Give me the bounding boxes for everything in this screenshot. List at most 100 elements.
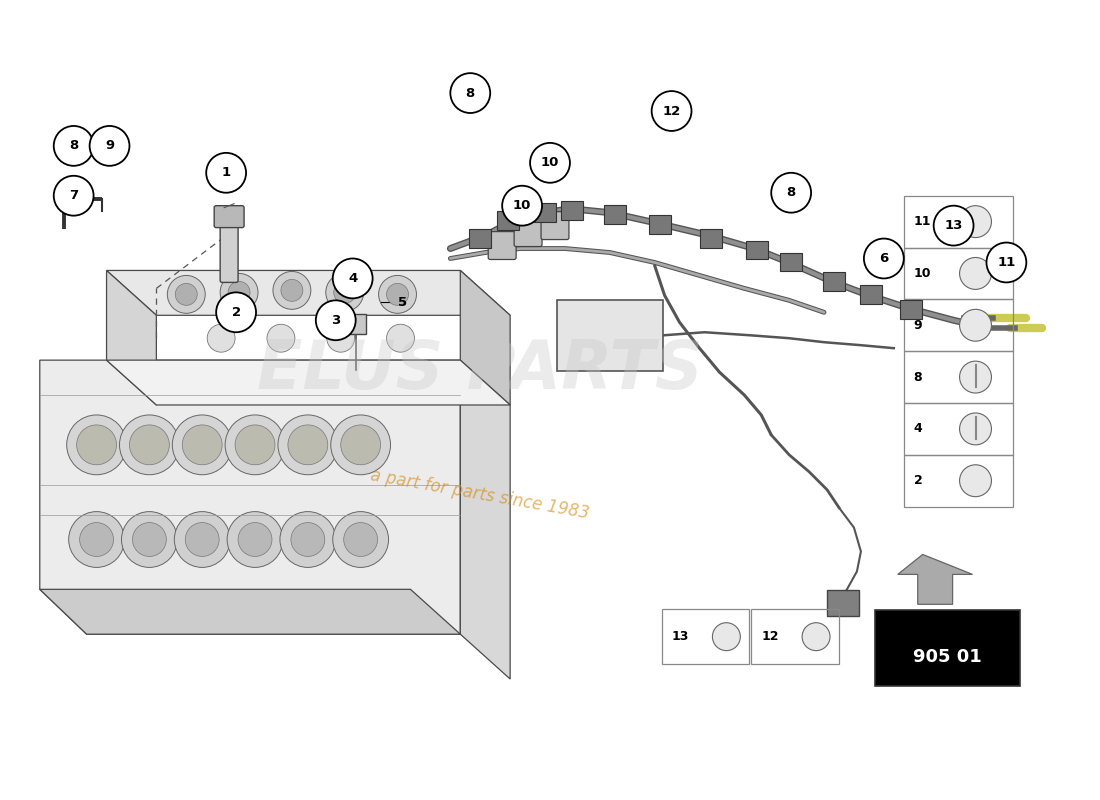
Circle shape (54, 126, 94, 166)
Bar (904, 247, 1013, 299)
Text: 9: 9 (104, 139, 114, 152)
Circle shape (386, 324, 415, 352)
Circle shape (386, 283, 408, 306)
Circle shape (341, 425, 381, 465)
Circle shape (207, 324, 235, 352)
Text: 8: 8 (786, 186, 795, 199)
FancyBboxPatch shape (214, 206, 244, 228)
Circle shape (183, 425, 222, 465)
Bar (904, 351, 1013, 403)
Circle shape (267, 324, 295, 352)
Circle shape (959, 310, 991, 342)
Text: 10: 10 (541, 156, 559, 170)
Circle shape (934, 206, 974, 246)
Bar (904, 299, 1013, 351)
Circle shape (175, 283, 197, 306)
Text: 12: 12 (662, 105, 681, 118)
Text: 13: 13 (672, 630, 689, 643)
Text: 10: 10 (513, 199, 531, 212)
Text: 9: 9 (914, 318, 923, 332)
Text: 4: 4 (914, 422, 923, 435)
Text: 8: 8 (465, 86, 475, 99)
Circle shape (280, 279, 302, 302)
Polygon shape (107, 270, 156, 405)
Polygon shape (460, 360, 510, 679)
Circle shape (167, 275, 206, 314)
Circle shape (121, 512, 177, 567)
Circle shape (651, 91, 692, 131)
Text: 12: 12 (761, 630, 779, 643)
FancyBboxPatch shape (488, 231, 516, 259)
FancyBboxPatch shape (535, 202, 556, 222)
FancyBboxPatch shape (746, 241, 768, 259)
Circle shape (333, 282, 355, 303)
FancyBboxPatch shape (541, 212, 569, 239)
FancyBboxPatch shape (561, 201, 583, 220)
Text: 1: 1 (221, 166, 231, 179)
Text: 905 01: 905 01 (913, 648, 982, 666)
Circle shape (450, 73, 491, 113)
FancyBboxPatch shape (827, 590, 859, 616)
Circle shape (326, 274, 364, 311)
Text: 6: 6 (879, 252, 889, 265)
Circle shape (273, 271, 311, 310)
Circle shape (206, 153, 246, 193)
Text: 5: 5 (397, 296, 407, 309)
Circle shape (278, 415, 338, 474)
FancyBboxPatch shape (345, 314, 365, 334)
Circle shape (79, 522, 113, 557)
Text: a part for parts since 1983: a part for parts since 1983 (370, 466, 591, 522)
Circle shape (864, 238, 904, 278)
FancyBboxPatch shape (220, 224, 238, 282)
Circle shape (226, 415, 285, 474)
Circle shape (713, 622, 740, 650)
FancyBboxPatch shape (900, 300, 922, 319)
Text: 7: 7 (69, 190, 78, 202)
Text: ELUS PARTS: ELUS PARTS (257, 337, 703, 403)
Circle shape (89, 126, 130, 166)
Circle shape (279, 512, 335, 567)
Text: 2: 2 (231, 306, 241, 319)
Circle shape (132, 522, 166, 557)
Bar (751, 610, 839, 664)
FancyBboxPatch shape (823, 273, 845, 291)
Circle shape (959, 413, 991, 445)
Circle shape (771, 173, 811, 213)
Circle shape (959, 258, 991, 290)
Circle shape (331, 415, 390, 474)
Circle shape (130, 425, 169, 465)
Circle shape (228, 282, 250, 303)
Bar (661, 610, 749, 664)
Circle shape (220, 274, 258, 311)
Text: 2: 2 (914, 474, 923, 487)
Bar (904, 455, 1013, 506)
Circle shape (185, 522, 219, 557)
Circle shape (227, 512, 283, 567)
Polygon shape (898, 554, 972, 604)
Circle shape (333, 258, 373, 298)
Circle shape (316, 300, 355, 340)
Circle shape (959, 206, 991, 238)
Circle shape (959, 361, 991, 393)
Circle shape (343, 522, 377, 557)
FancyBboxPatch shape (604, 205, 626, 224)
Polygon shape (40, 360, 460, 634)
Circle shape (333, 512, 388, 567)
Text: 11: 11 (998, 256, 1015, 269)
Circle shape (290, 522, 324, 557)
Circle shape (77, 425, 117, 465)
FancyBboxPatch shape (557, 300, 662, 371)
Circle shape (959, 465, 991, 497)
Text: 13: 13 (945, 219, 962, 232)
Circle shape (54, 176, 94, 216)
Polygon shape (107, 270, 510, 315)
Text: 8: 8 (69, 139, 78, 152)
FancyBboxPatch shape (874, 610, 1021, 686)
Bar (904, 403, 1013, 455)
Bar (904, 196, 1013, 247)
Circle shape (987, 242, 1026, 282)
Polygon shape (107, 360, 510, 405)
FancyBboxPatch shape (649, 214, 671, 234)
Circle shape (530, 143, 570, 182)
Circle shape (120, 415, 179, 474)
